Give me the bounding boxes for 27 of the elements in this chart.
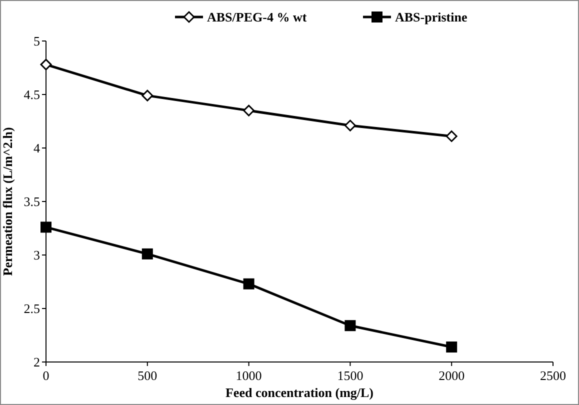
point [142,248,153,260]
point [446,342,458,353]
x-tick-label: 2500 [540,368,566,383]
point [40,58,52,70]
x-tick-label: 2000 [438,368,465,383]
point [40,222,52,233]
y-tick-label: 3 [34,248,40,263]
legend-label: ABS-pristine [395,10,468,25]
point [446,130,458,142]
point [243,104,255,116]
x-axis-title: Feed concentration (mg/L) [225,385,374,400]
y-tick-label: 3.5 [24,194,40,210]
point [344,320,356,332]
point [344,120,356,132]
point [243,278,254,290]
y-tick-label: 4.5 [24,87,40,102]
y-tick-label: 2.5 [24,301,40,316]
x-tick-label: 1500 [337,368,364,383]
x-tick-label: 500 [138,368,158,383]
x-tick-label: 1000 [236,368,262,383]
legend-label: ABS/PEG-4 % wt [207,10,308,25]
x-tick-label: 0 [42,368,50,383]
y-tick-label: 2 [34,354,40,370]
y-tick-label: 4 [34,140,40,156]
y-axis-title: Permeation flux (L/m^2.h) [0,127,15,276]
y-tick-label: 5 [34,34,40,49]
point [142,90,154,102]
